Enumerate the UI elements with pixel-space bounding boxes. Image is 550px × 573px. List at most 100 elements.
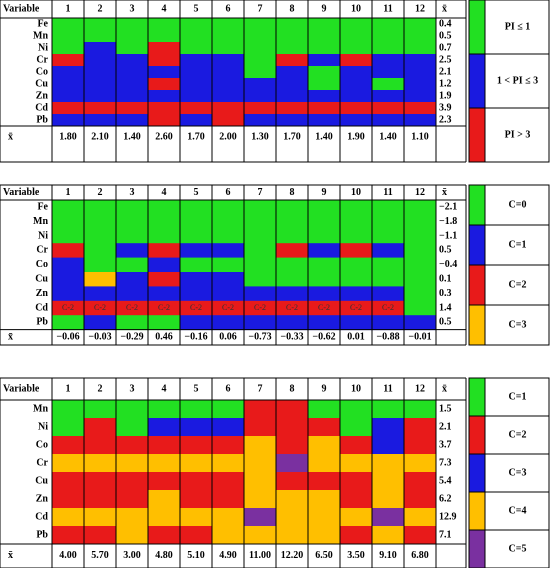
heat-cell	[244, 286, 276, 302]
heat-cell	[404, 66, 436, 79]
heat-cell	[212, 490, 244, 509]
heat-cell	[308, 243, 340, 259]
heat-cell	[340, 526, 372, 545]
column-header: 1	[66, 187, 71, 198]
heat-cell	[212, 30, 244, 43]
heat-cell	[276, 214, 308, 230]
heat-cell	[340, 436, 372, 455]
heat-cell	[148, 508, 180, 527]
heat-cell	[276, 54, 308, 67]
heat-cell	[372, 418, 404, 437]
heat-cell	[404, 490, 436, 509]
heat-cell	[372, 243, 404, 259]
heat-cell	[212, 454, 244, 473]
column-header: 10	[351, 383, 361, 394]
heat-cell	[372, 300, 404, 316]
column-mean: −0.73	[248, 331, 271, 342]
column-mean: 5.70	[91, 550, 109, 561]
heat-cell	[244, 102, 276, 115]
heat-cell	[116, 66, 148, 79]
heat-cell	[340, 214, 372, 230]
legend-label: C=0	[509, 199, 527, 210]
heat-cell	[180, 300, 212, 316]
heat-cell	[180, 272, 212, 287]
heat-cell	[340, 78, 372, 91]
row-label: Mn	[33, 403, 48, 414]
heat-cell	[52, 30, 84, 43]
heat-cell	[308, 454, 340, 473]
column-header: 3	[130, 3, 135, 14]
heat-cell	[308, 490, 340, 509]
heat-cell	[116, 90, 148, 103]
heat-cell	[52, 78, 84, 91]
column-mean: 1.70	[187, 131, 205, 142]
legend-swatch	[468, 491, 486, 531]
row-label: Ni	[38, 42, 48, 53]
heat-cell	[116, 114, 148, 127]
heat-cell	[308, 102, 340, 115]
legend-label: C=3	[509, 467, 527, 478]
row-label: Mn	[33, 216, 48, 227]
heat-cell	[52, 42, 84, 55]
column-header: 1	[66, 3, 71, 14]
row-label: Pb	[36, 114, 48, 125]
heat-cell	[308, 200, 340, 215]
heat-cell	[84, 102, 116, 115]
row-label: Fe	[37, 18, 48, 29]
column-header: 9	[322, 187, 327, 198]
heat-cell	[212, 228, 244, 244]
heat-cell	[404, 300, 436, 316]
heat-cell	[84, 418, 116, 437]
heat-cell	[276, 454, 308, 473]
heat-cell	[244, 300, 276, 316]
heat-cell	[180, 418, 212, 437]
heat-cell	[212, 300, 244, 316]
heat-cell	[404, 508, 436, 527]
heat-cell	[148, 114, 180, 127]
heat-cell	[212, 243, 244, 259]
cell-label: C-2	[350, 303, 362, 312]
row-label: Cu	[35, 273, 48, 284]
heat-cell	[180, 243, 212, 259]
row-mean: 2.1	[439, 66, 452, 77]
heat-cell	[212, 66, 244, 79]
row-label: Pb	[36, 317, 48, 328]
column-mean: 0.01	[347, 331, 365, 342]
column-mean: 3.50	[347, 550, 365, 561]
heat-cell	[180, 436, 212, 455]
heat-cell	[116, 102, 148, 115]
column-mean: −0.29	[120, 331, 143, 342]
heat-cell	[372, 508, 404, 527]
heat-cell	[244, 454, 276, 473]
heat-cell	[116, 18, 148, 31]
heat-cell	[372, 18, 404, 31]
heat-cell	[308, 257, 340, 273]
heat-cell	[308, 300, 340, 316]
heat-cell	[52, 214, 84, 230]
cell-label: C-2	[254, 303, 266, 312]
heat-cell	[340, 454, 372, 473]
row-label: Co	[36, 439, 48, 450]
heat-cell	[180, 78, 212, 91]
heat-cell	[276, 286, 308, 302]
heat-cell	[52, 272, 84, 287]
heat-cell	[340, 418, 372, 437]
heat-cell	[372, 90, 404, 103]
row-mean: 3.7	[439, 439, 452, 450]
heat-cell	[52, 18, 84, 31]
heat-cell	[84, 90, 116, 103]
cell-label: C-2	[318, 303, 330, 312]
row-mean: −0.4	[439, 259, 457, 270]
heat-cell	[308, 228, 340, 244]
heat-cell	[276, 508, 308, 527]
heat-cell	[276, 472, 308, 491]
heat-cell	[52, 200, 84, 215]
heat-cell	[52, 400, 84, 419]
heat-cell	[372, 66, 404, 79]
heat-cell	[84, 472, 116, 491]
heat-cell	[52, 114, 84, 127]
heat-cell	[52, 66, 84, 79]
heat-cell	[372, 315, 404, 331]
column-header: 8	[290, 3, 295, 14]
column-header: 5	[194, 187, 199, 198]
